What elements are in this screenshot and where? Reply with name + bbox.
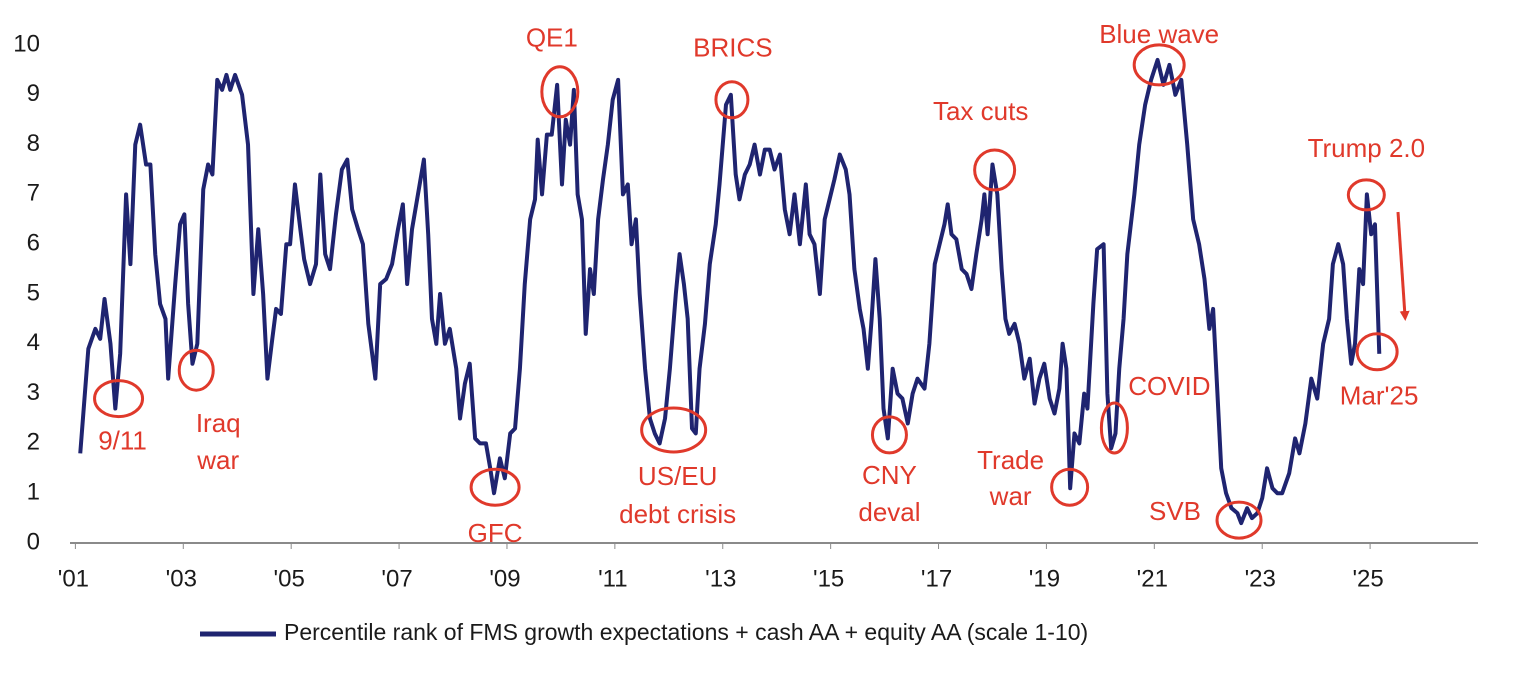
y-tick-label: 5 [27,279,40,306]
x-tick-label: '09 [489,565,520,592]
annotation-label: Trump 2.0 [1308,133,1426,163]
annotation-circle [973,148,1017,192]
annotation-label: QE1 [526,23,578,53]
y-tick-label: 1 [27,479,40,506]
annotation-label: COVID [1128,371,1210,401]
annotation-label: 9/11 [98,425,147,455]
x-tick-label: '17 [921,565,952,592]
annotation-circle [177,348,215,392]
x-tick-label: '03 [166,565,197,592]
x-tick-label: '13 [705,565,736,592]
annotation-circle [1215,500,1263,540]
y-tick-label: 0 [27,528,40,555]
annotation-label: Trade [977,445,1044,475]
annotation-circle [1132,43,1186,87]
x-tick-label: '19 [1029,565,1060,592]
annotation-label: SVB [1149,496,1201,526]
x-tick-label: '11 [598,565,628,592]
annotation-label: GFC [468,518,523,548]
x-tick-label: '25 [1352,565,1383,592]
annotation-label: war [196,445,239,475]
annotation-label: BRICS [693,33,772,63]
x-tick-label: '01 [58,565,89,592]
annotation-label: war [989,481,1032,511]
y-tick-label: 7 [27,180,40,207]
y-tick-label: 6 [27,230,40,257]
annotation-circle [870,415,908,455]
y-tick-label: 3 [27,379,40,406]
x-tick-label: '21 [1137,565,1168,592]
x-tick-label: '23 [1245,565,1276,592]
down-arrow [1396,211,1410,321]
annotation-label: Blue wave [1099,19,1219,49]
annotation-label: debt crisis [619,499,736,529]
x-tick-label: '07 [381,565,412,592]
annotation-circle [93,379,145,419]
annotation-circle [640,406,708,454]
annotation-circle [1346,178,1386,212]
legend-label: Percentile rank of FMS growth expectatio… [284,619,1088,645]
annotation-circle [469,467,521,507]
y-tick-label: 9 [27,80,40,107]
y-tick-label: 10 [13,30,40,57]
annotation-label: Iraq [196,408,241,438]
y-tick-label: 8 [27,130,40,157]
annotation-label: CNY [862,460,917,490]
y-tick-label: 4 [27,329,40,356]
annotation-circle [1099,401,1129,455]
annotation-circle [1355,332,1399,372]
annotation-circle [540,65,580,119]
annotation-label: US/EU [638,461,717,491]
data-line [78,57,1382,526]
annotation-label: deval [858,497,920,527]
annotation-label: Mar'25 [1340,381,1419,411]
x-tick-label: '05 [274,565,305,592]
annotation-circle [1050,467,1090,507]
annotation-label: Tax cuts [933,96,1028,126]
x-tick-label: '15 [813,565,844,592]
y-tick-label: 2 [27,429,40,456]
annotation-circle [714,80,750,120]
